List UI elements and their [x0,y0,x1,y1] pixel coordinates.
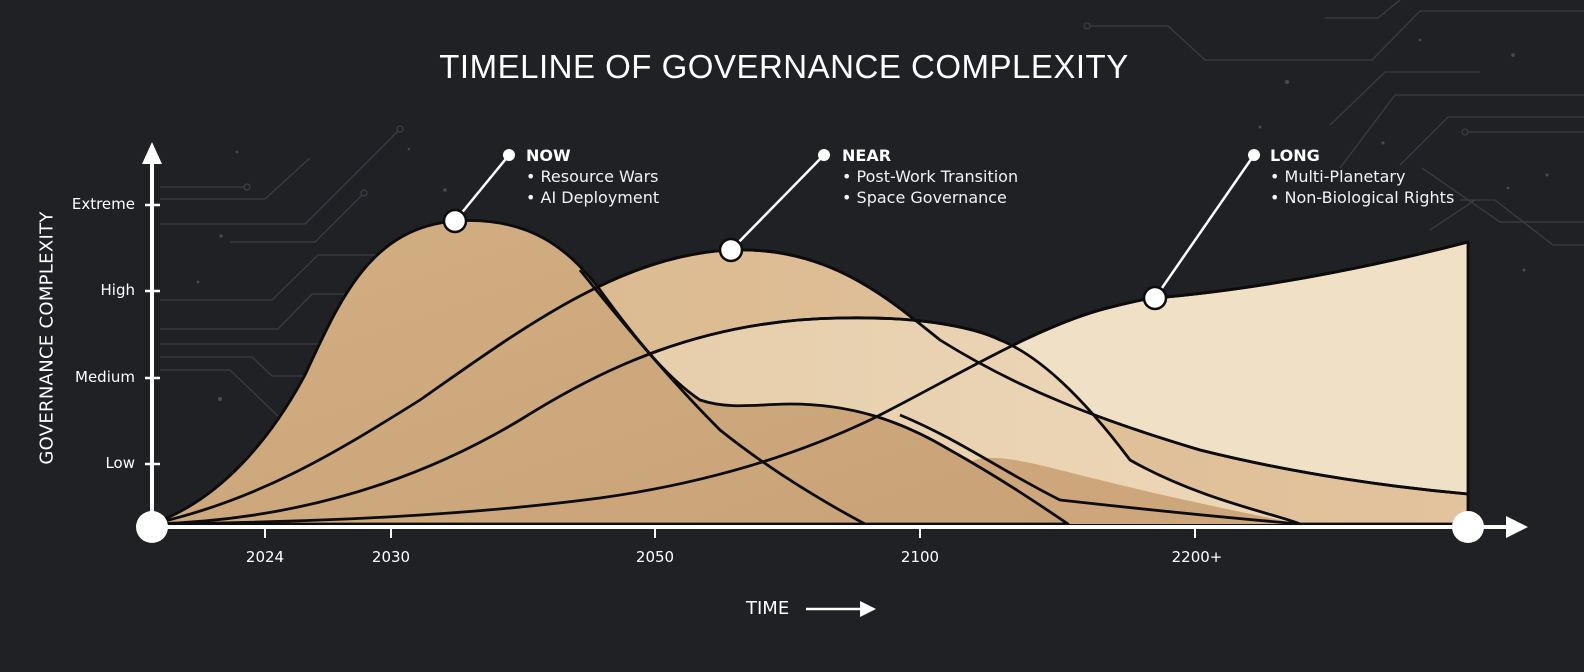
y-tick-extreme: Extreme [71,195,135,213]
axis-end-marker [1452,511,1484,543]
long-leader-dot [1248,149,1260,161]
chart-title: TIMELINE OF GOVERNANCE COMPLEXITY [439,48,1129,85]
callout-near-heading: NEAR [842,146,892,165]
near-peak-marker [718,237,744,263]
near-leader-dot [818,149,830,161]
callout-near-item: Space Governance [842,187,1018,208]
callout-long-item: Non-Biological Rights [1270,187,1455,208]
x-axis-title: TIME [746,598,790,619]
callout-near-item: Post-Work Transition [842,166,1019,187]
callout-leaders [454,154,1256,299]
y-axis [142,142,162,524]
callout-long-heading: LONG [1270,146,1320,165]
x-tick-2050: 2050 [635,548,675,566]
x-tick-2200-plus: 2200+ [1171,548,1223,566]
time-arrow-icon [806,601,876,617]
callout-now-heading: NOW [526,146,571,165]
x-tick-2100: 2100 [900,548,940,566]
area-layers [150,219,1470,526]
y-axis-title: GOVERNANCE COMPLEXITY [36,211,58,465]
callout-near: NEAR Post-Work Transition Space Governan… [842,145,1018,208]
callout-long: LONG Multi-Planetary Non-Biological Righ… [1270,145,1454,208]
now-leader-dot [503,149,515,161]
x-tick-2030: 2030 [371,548,411,566]
y-tick-low: Low [105,454,135,472]
callout-now-item: AI Deployment [526,187,660,208]
callout-long-item: Multi-Planetary [1270,166,1454,187]
star-dots [196,38,1549,429]
y-tick-medium: Medium [75,368,135,386]
callout-now: NOW Resource Wars AI Deployment [526,145,659,208]
y-tick-high: High [100,281,135,299]
now-peak-marker [442,208,468,234]
x-tick-2024: 2024 [245,548,285,566]
circuit-decoration [160,0,1584,419]
callout-now-item: Resource Wars [526,166,659,187]
origin-marker [136,511,168,543]
long-marker [1142,285,1168,311]
x-axis [152,516,1528,538]
